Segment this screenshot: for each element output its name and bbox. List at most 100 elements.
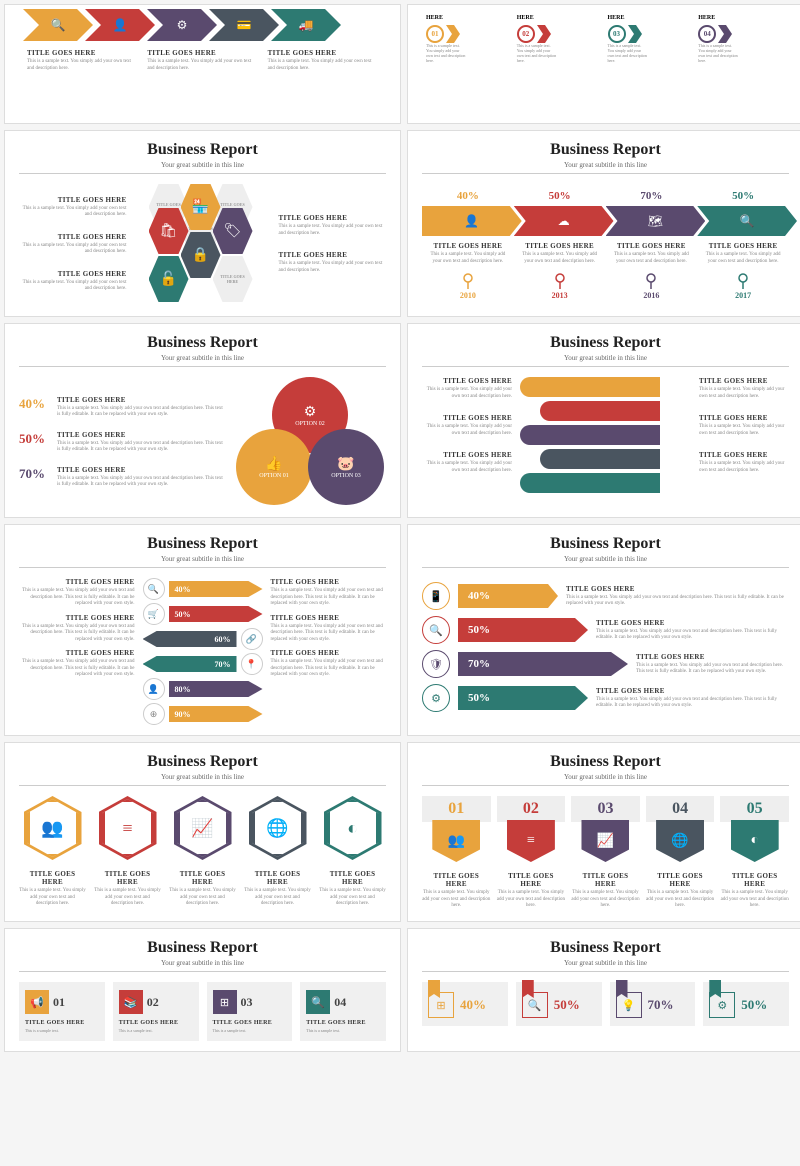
arrow-row: 📱40%TITLE GOES HEREThis is a sample text… xyxy=(422,582,789,610)
badge-icon: 🌐 xyxy=(656,820,704,862)
slide-9-hexagon-row: Business Report Your great subtitle in t… xyxy=(4,742,401,922)
slide-subtitle: Your great subtitle in this line xyxy=(19,354,386,367)
pin-icon xyxy=(737,273,749,289)
hexagon-outer: ≡ xyxy=(99,796,157,860)
item-desc: This is a sample text. You simply add yo… xyxy=(244,888,311,908)
item-title: TITLE GOES HERE xyxy=(57,431,226,439)
pin-icon xyxy=(554,273,566,289)
card-icon: 🔍 xyxy=(522,992,548,1018)
badge-icon: 👥 xyxy=(432,820,480,862)
item-desc: This is a sample text. You simply add yo… xyxy=(422,890,491,910)
item-desc: This is a sample text. You simply add yo… xyxy=(279,224,387,237)
item-title: TITLE GOES HERE xyxy=(279,214,387,222)
card-icon: 📢 xyxy=(25,990,49,1014)
item-title: TITLE GOES HERE xyxy=(19,649,135,657)
icon-card: 🔍04TITLE GOES HEREThis is a sample text. xyxy=(300,982,386,1041)
timeline-arrow: 🔍 xyxy=(697,206,797,236)
option-icon: ⚙ xyxy=(304,404,317,421)
slide-title: Business Report xyxy=(19,141,386,159)
row-icon: ⊕ xyxy=(143,703,165,725)
numbered-badge: 03📈 xyxy=(571,796,640,862)
arrow-row: 🛡70%TITLE GOES HEREThis is a sample text… xyxy=(422,650,789,678)
venn-circle: 👍OPTION 01 xyxy=(236,429,312,505)
card-number: 01 xyxy=(53,995,65,1010)
item-desc: This is a sample text. You simply add yo… xyxy=(19,206,127,219)
item-title: TITLE GOES HERE xyxy=(57,466,226,474)
item-desc: This is a sample text. You simply add yo… xyxy=(636,663,789,676)
item-title: TITLE GOES HERE xyxy=(422,414,512,422)
icon-card: 📢01TITLE GOES HEREThis is a sample text. xyxy=(19,982,105,1041)
percent-value: 50% xyxy=(741,997,767,1013)
hexagon-outer: 👥 xyxy=(24,796,82,860)
percent-value: 50% xyxy=(19,431,45,447)
slide-5-venn: Business Report Your great subtitle in t… xyxy=(4,323,401,518)
item-desc: This is a sample text. You simply add yo… xyxy=(319,888,386,908)
item-desc: This is a sample text. You simply add yo… xyxy=(19,243,127,256)
numbered-badge: 05◐ xyxy=(720,796,789,862)
percent-arrow: 80% xyxy=(169,681,263,697)
item-title: TITLE GOES HERE xyxy=(426,242,510,250)
slide-6-serpentine: Business Report Your great subtitle in t… xyxy=(407,323,800,518)
item-title: TITLE GOES HERE xyxy=(19,196,127,204)
badge-number: 04 xyxy=(646,796,715,822)
serpentine-bar xyxy=(540,401,660,421)
slide-8-big-arrows: Business Report Your great subtitle in t… xyxy=(407,524,800,736)
card-icon: 🔍 xyxy=(306,990,330,1014)
row-icon: 🔍 xyxy=(422,616,450,644)
step-icon: 👤 xyxy=(113,18,128,33)
option-icon: 👍 xyxy=(265,456,282,473)
numbered-badge: 04🌐 xyxy=(646,796,715,862)
serpentine-bar xyxy=(520,425,660,445)
item-desc: This is a sample text. You simply add yo… xyxy=(699,461,789,474)
slide-subtitle: Your great subtitle in this line xyxy=(422,161,789,174)
percent-value: 40% xyxy=(460,997,486,1013)
item-desc: This is a sample text. You simply add yo… xyxy=(271,624,387,644)
item-title: TITLE GOES HERE xyxy=(610,242,694,250)
card-icon: ⚙ xyxy=(709,992,735,1018)
hexagon-icon: 🔓 xyxy=(149,256,189,302)
row-icon: 📱 xyxy=(422,582,450,610)
item-title: TITLE GOES HERE xyxy=(147,49,257,57)
item-title: TITLE GOES HERE xyxy=(319,870,386,886)
badge-number: 01 xyxy=(422,796,491,822)
option-icon: 🐷 xyxy=(337,456,354,473)
badge-number: 05 xyxy=(720,796,789,822)
item-desc: This is a sample text. You simply add yo… xyxy=(610,252,694,265)
slide-title: Business Report xyxy=(422,141,789,159)
item-desc: This is a sample text. You simply add yo… xyxy=(27,59,137,72)
percent-arrow: 50% xyxy=(458,618,588,642)
item-desc: This is a sample text. You simply add yo… xyxy=(422,424,512,437)
item-title: TITLE GOES HERE xyxy=(306,1020,380,1026)
percent-arrow: 70% xyxy=(458,652,628,676)
item-desc: This is a sample text. You simply add yo… xyxy=(596,629,789,642)
arrow-row: 🔍40% xyxy=(143,578,263,600)
arrow-row: 60%🔗 xyxy=(143,628,263,650)
option-label: OPTION 01 xyxy=(259,473,289,479)
icon-card: ⊞03TITLE GOES HEREThis is a sample text. xyxy=(207,982,293,1041)
badge-number: 03 xyxy=(571,796,640,822)
arrow-row: 70%📍 xyxy=(143,653,263,675)
chevron-arrow: ⚙ xyxy=(147,9,217,41)
card-icon: ⊞ xyxy=(428,992,454,1018)
item-title: TITLE GOES HERE xyxy=(271,614,387,622)
slide-title: Business Report xyxy=(19,939,386,957)
card-icon: 💡 xyxy=(616,992,642,1018)
item-title: TITLE GOES HERE xyxy=(571,872,640,888)
item-desc: This is a sample text. You simply add yo… xyxy=(268,59,378,72)
percent-arrow: 50% xyxy=(169,606,263,622)
numbered-badge: 01👥 xyxy=(422,796,491,862)
slide-subtitle: Your great subtitle in this line xyxy=(19,161,386,174)
item-desc: This is a sample text. xyxy=(119,1028,193,1033)
step-icon: 🚚 xyxy=(299,18,314,33)
item-desc: This is a sample text. You simply add yo… xyxy=(608,43,648,63)
item-desc: This is a sample text. xyxy=(213,1028,287,1033)
item-title: TITLE GOES HERE xyxy=(596,687,789,695)
item-desc: This is a sample text. You simply add yo… xyxy=(19,588,135,608)
item-desc: This is a sample text. You simply add yo… xyxy=(94,888,161,908)
percent-arrow: 40% xyxy=(169,581,263,597)
item-desc: This is a sample text. You simply add yo… xyxy=(426,252,510,265)
item-desc: This is a sample text. You simply add yo… xyxy=(517,43,557,63)
item-desc: This is a sample text. xyxy=(306,1028,380,1033)
item-desc: This is a sample text. You simply add yo… xyxy=(426,43,466,63)
item-desc: This is a sample text. You simply add yo… xyxy=(698,43,738,63)
